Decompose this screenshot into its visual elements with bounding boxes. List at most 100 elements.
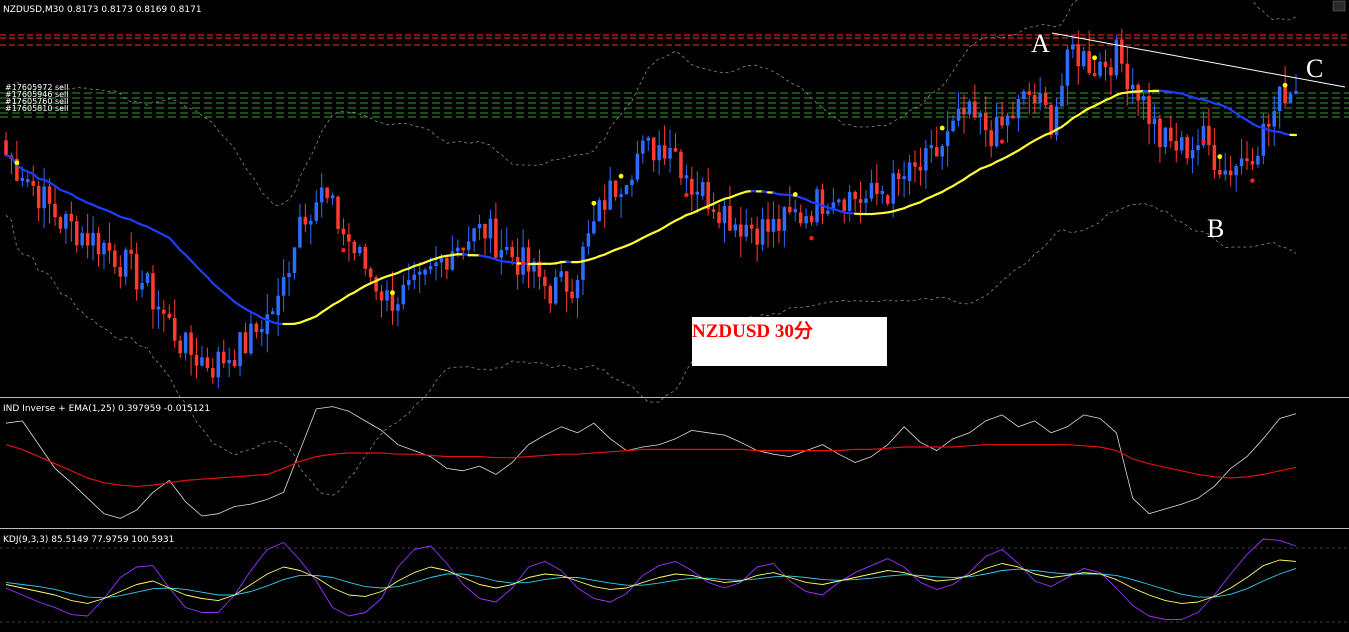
- bull-candle: [287, 261, 291, 297]
- bear-candle: [749, 217, 754, 244]
- close-icon[interactable]: [1332, 0, 1346, 12]
- bear-candle: [1043, 87, 1048, 108]
- bull-candle: [145, 271, 150, 286]
- candle-body: [254, 323, 259, 333]
- candle-body: [107, 242, 112, 251]
- bear-candle: [875, 163, 879, 206]
- candle-body: [630, 179, 634, 186]
- candle-body: [809, 216, 814, 223]
- candle-body: [1103, 61, 1108, 68]
- candle-body: [347, 234, 351, 242]
- candle-body: [1261, 123, 1266, 156]
- bear-candle: [303, 203, 308, 233]
- candle-body: [602, 200, 607, 210]
- candle-body: [238, 332, 242, 367]
- candle-body: [434, 262, 438, 267]
- bear-candle: [690, 166, 694, 211]
- candle-body: [983, 113, 988, 131]
- bull-candle: [156, 290, 161, 329]
- candle-body: [15, 158, 19, 181]
- bear-candle: [379, 284, 384, 318]
- candle-body: [1130, 84, 1135, 90]
- signal-dot-bottom: [809, 236, 814, 241]
- candle-body: [510, 246, 514, 258]
- bull-candle: [837, 198, 841, 206]
- candle-body: [221, 351, 226, 364]
- bear-candle: [853, 190, 857, 212]
- candle-body: [635, 153, 640, 180]
- candle-body: [265, 314, 270, 335]
- bull-candle: [270, 307, 275, 315]
- candle-body: [91, 232, 95, 246]
- candle-body: [1185, 137, 1189, 159]
- candle-body: [1081, 51, 1086, 67]
- bull-candle: [646, 135, 651, 151]
- candle-body: [918, 166, 923, 171]
- price-panel-header: NZDUSD,M30 0.8173 0.8173 0.8169 0.8171: [3, 5, 202, 15]
- candle-body: [581, 246, 585, 280]
- bear-candle: [325, 187, 329, 204]
- candle-body: [504, 246, 509, 251]
- candle-body: [287, 273, 291, 277]
- bear-candle: [543, 269, 547, 300]
- candle-body: [1060, 85, 1064, 107]
- candle-body: [314, 202, 319, 221]
- bear-candle: [886, 193, 890, 207]
- bull-candle: [592, 203, 596, 236]
- candle-body: [1038, 93, 1042, 104]
- kdj-panel[interactable]: KDJ(9,3,3) 85.5149 77.9759 100.5931: [0, 535, 1349, 623]
- bull-candle: [140, 270, 144, 298]
- candle-body: [178, 340, 182, 354]
- bear-candle: [1250, 148, 1255, 170]
- bull-candle: [967, 99, 972, 119]
- candle-body: [477, 223, 482, 229]
- bear-candle: [842, 197, 846, 224]
- bull-candle: [1234, 163, 1238, 192]
- candle-body: [695, 191, 700, 195]
- bear-candle: [1087, 30, 1091, 75]
- candle-body: [1201, 125, 1206, 146]
- candle-body: [804, 216, 808, 224]
- bear-candle: [896, 169, 901, 196]
- candle-body: [967, 101, 972, 115]
- bear-candle: [1185, 134, 1189, 165]
- bull-candle: [292, 247, 297, 280]
- bull-candle: [450, 235, 455, 272]
- candle-body: [1016, 98, 1021, 119]
- signal-dot-bottom: [520, 261, 526, 266]
- bear-candle: [728, 186, 732, 231]
- candle-body: [374, 277, 378, 292]
- bear-candle: [651, 137, 656, 173]
- candle-body: [651, 137, 656, 161]
- bull-candle: [227, 347, 231, 378]
- price-panel[interactable]: NZDUSD,M30 0.8173 0.8173 0.8169 0.8171 #…: [0, 0, 1349, 496]
- sell-order-lines: [0, 92, 1349, 118]
- candle-body: [934, 147, 939, 157]
- bull-candle: [1239, 138, 1244, 175]
- bear-candle: [1169, 115, 1173, 149]
- ind-inverse-panel[interactable]: IND Inverse + EMA(1,25) 0.397959 -0.0151…: [3, 404, 1297, 519]
- candle-body: [194, 354, 199, 366]
- candle-body: [755, 228, 759, 245]
- candle-body: [559, 271, 563, 278]
- bull-candle: [265, 294, 270, 353]
- candle-body: [260, 329, 264, 333]
- candle-body: [880, 190, 885, 194]
- bull-candle: [521, 229, 525, 284]
- candle-body: [1212, 145, 1217, 170]
- bull-candle: [472, 227, 476, 252]
- kdj-k-line: [5, 559, 1297, 604]
- bull-candle: [907, 154, 912, 195]
- candle-body: [483, 223, 487, 239]
- candle-body: [641, 140, 645, 154]
- bear-candle: [983, 96, 988, 147]
- candle-body: [183, 332, 188, 354]
- envelope-bands: [5, 0, 1297, 496]
- bear-candle: [1000, 101, 1004, 129]
- candle-body: [1109, 67, 1113, 76]
- candle-body: [1049, 105, 1053, 136]
- kdj-d-line: [5, 567, 1297, 599]
- bull-candle: [260, 319, 264, 347]
